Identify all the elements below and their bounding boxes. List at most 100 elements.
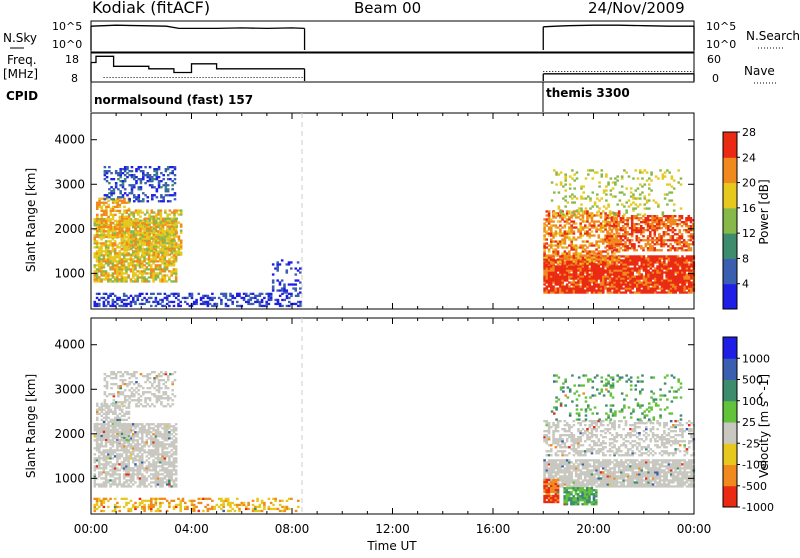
heatmap-cell	[143, 264, 146, 266]
heatmap-cell	[146, 224, 149, 226]
heatmap-cell	[103, 463, 106, 465]
heatmap-cell	[167, 184, 170, 186]
heatmap-cell	[663, 265, 666, 267]
heatmap-cell	[153, 216, 156, 218]
heatmap-cell	[607, 289, 610, 291]
heatmap-cell	[575, 275, 578, 277]
heatmap-cell	[582, 279, 585, 281]
heatmap-cell	[660, 219, 663, 221]
heatmap-cell	[274, 267, 277, 269]
heatmap-cell	[114, 477, 117, 479]
heatmap-cell	[671, 191, 674, 193]
heatmap-cell	[546, 265, 549, 267]
heatmap-cell	[642, 219, 645, 221]
heatmap-cell	[589, 236, 592, 238]
heatmap-cell	[141, 272, 144, 274]
heatmap-cell	[103, 222, 106, 224]
heatmap-cell	[641, 291, 644, 293]
heatmap-cell	[553, 191, 556, 193]
heatmap-cell	[141, 439, 144, 441]
heatmap-cell	[132, 262, 135, 264]
heatmap-cell	[579, 265, 582, 267]
heatmap-cell	[150, 305, 153, 307]
heatmap-cell	[286, 297, 289, 299]
heatmap-cell	[150, 244, 153, 246]
heatmap-cell	[144, 234, 147, 236]
heatmap-cell	[127, 276, 130, 278]
heatmap-cell	[162, 218, 165, 220]
heatmap-cell	[589, 169, 592, 171]
heatmap-cell	[555, 230, 558, 232]
heatmap-cell	[114, 473, 117, 475]
heatmap-cell	[122, 182, 125, 184]
heatmap-cell	[690, 257, 693, 259]
heatmap-cell	[657, 203, 660, 205]
heatmap-cell	[647, 275, 650, 277]
heatmap-cell	[132, 276, 135, 278]
heatmap-cell	[104, 198, 107, 200]
heatmap-cell	[596, 193, 599, 195]
heatmap-cell	[119, 204, 122, 206]
heatmap-cell	[143, 469, 146, 471]
heatmap-cell	[622, 275, 625, 277]
heatmap-cell	[130, 445, 133, 447]
heatmap-cell	[584, 250, 587, 252]
heatmap-cell	[148, 234, 151, 236]
heatmap-cell	[560, 183, 563, 185]
heatmap-cell	[166, 224, 169, 226]
heatmap-cell	[148, 218, 151, 220]
heatmap-cell	[654, 279, 657, 281]
heatmap-cell	[564, 285, 567, 287]
heatmap-cell	[169, 220, 172, 222]
heatmap-cell	[127, 303, 130, 305]
heatmap-cell	[156, 188, 159, 190]
heatmap-cell	[173, 216, 176, 218]
heatmap-cell	[123, 266, 126, 268]
heatmap-cell	[582, 212, 585, 214]
heatmap-cell	[681, 285, 684, 287]
heatmap-cell	[633, 249, 636, 251]
heatmap-cell	[654, 219, 657, 221]
power-y-axis-title: Slant Range [km]	[24, 168, 38, 272]
heatmap-cell	[114, 266, 117, 268]
heatmap-cell	[571, 193, 574, 195]
heatmap-cell	[135, 211, 138, 213]
heatmap-cell	[555, 265, 558, 267]
heatmap-cell	[114, 295, 117, 297]
heatmap-cell	[591, 265, 594, 267]
heatmap-cell	[236, 293, 239, 295]
heatmap-cell	[550, 238, 553, 240]
heatmap-cell	[107, 240, 110, 242]
heatmap-cell	[132, 473, 135, 475]
heatmap-cell	[130, 280, 133, 282]
heatmap-cell	[676, 249, 679, 251]
heatmap-cell	[160, 216, 163, 218]
heatmap-cell	[167, 166, 170, 168]
heatmap-cell	[189, 305, 192, 307]
heatmap-cell	[168, 258, 171, 260]
heatmap-cell	[166, 240, 169, 242]
heatmap-cell	[582, 291, 585, 293]
heatmap-cell	[586, 246, 589, 248]
heatmap-cell	[147, 200, 150, 202]
heatmap-cell	[158, 186, 161, 188]
heatmap-cell	[658, 249, 661, 251]
heatmap-cell	[595, 277, 598, 279]
heatmap-cell	[598, 252, 601, 254]
heatmap-cell	[139, 242, 142, 244]
heatmap-cell	[151, 196, 154, 198]
heatmap-cell	[604, 281, 607, 283]
heatmap-cell	[155, 266, 158, 268]
heatmap-cell	[627, 263, 630, 265]
heatmap-cell	[137, 254, 140, 256]
heatmap-cell	[561, 252, 564, 254]
heatmap-cell	[148, 461, 151, 463]
heatmap-cell	[573, 281, 576, 283]
heatmap-cell	[552, 216, 555, 218]
heatmap-cell	[593, 244, 596, 246]
heatmap-cell	[602, 240, 605, 242]
heatmap-cell	[641, 261, 644, 263]
heatmap-cell	[105, 467, 108, 469]
heatmap-cell	[607, 252, 610, 254]
heatmap-cell	[569, 195, 572, 197]
